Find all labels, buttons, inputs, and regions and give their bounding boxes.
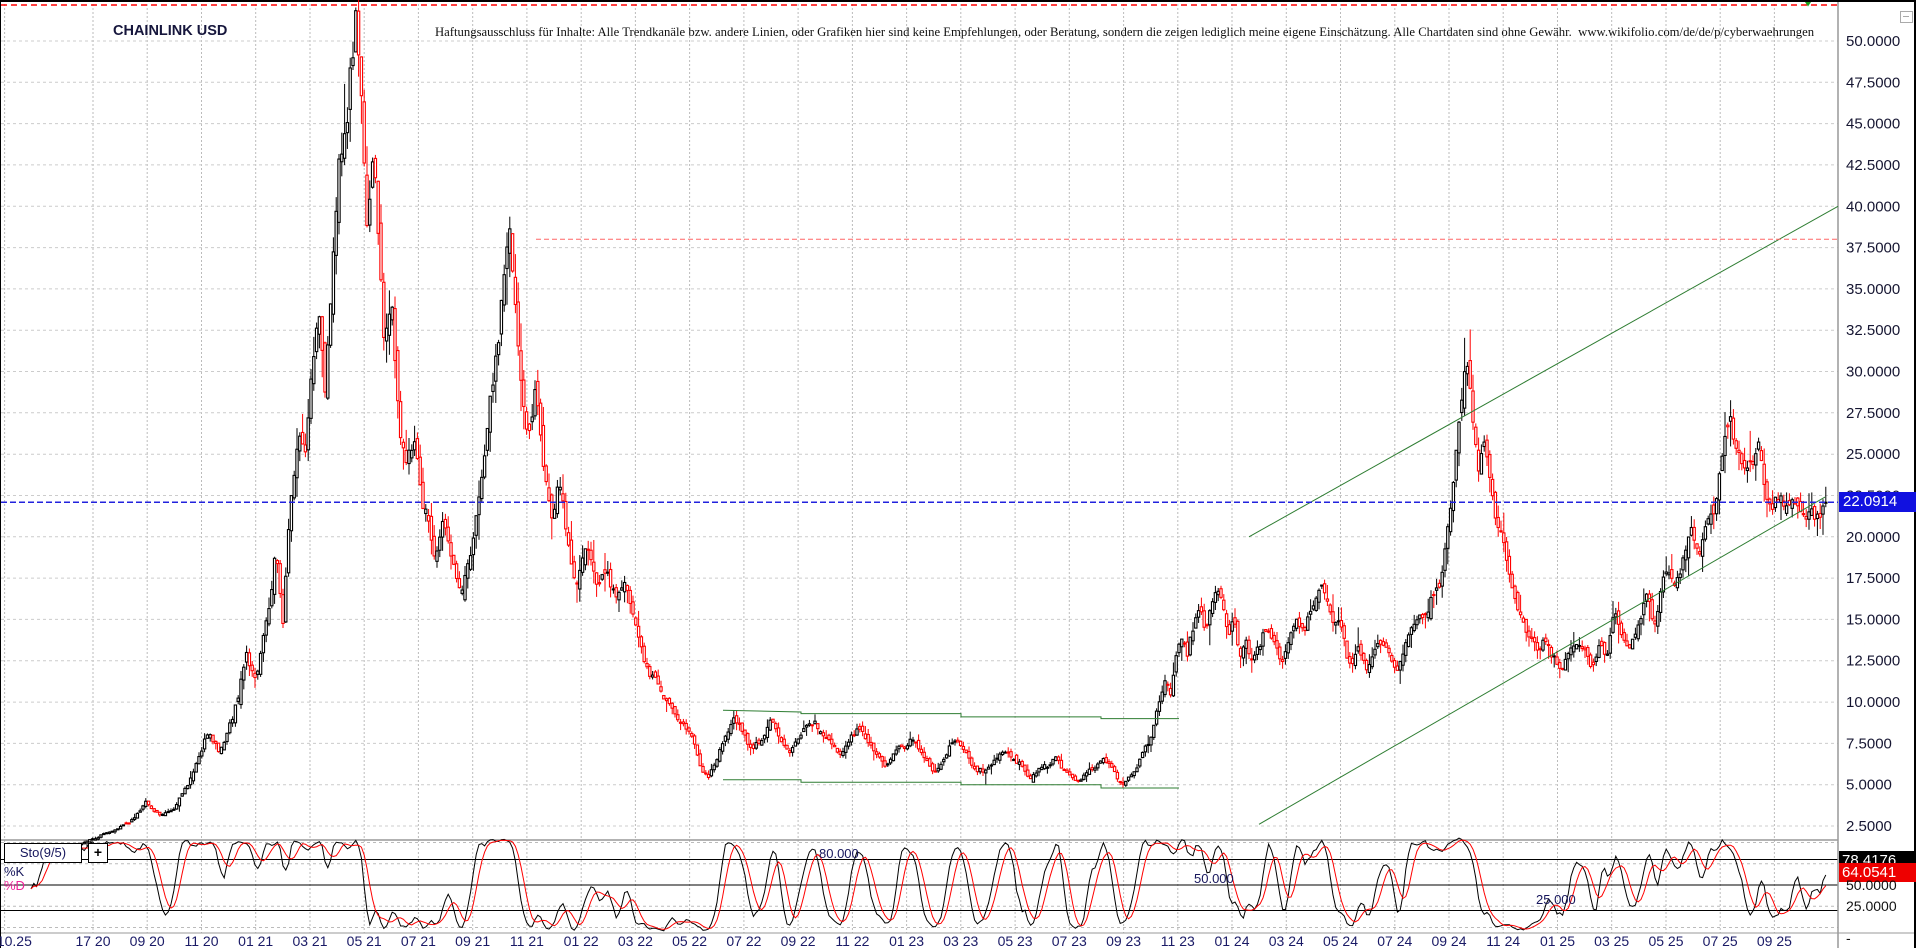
svg-text:17.5000: 17.5000 [1846, 570, 1900, 587]
svg-text:2.5000: 2.5000 [1846, 818, 1892, 835]
svg-text:47.5000: 47.5000 [1846, 74, 1900, 91]
svg-text:25.0000: 25.0000 [1846, 446, 1900, 463]
svg-text:50.0000: 50.0000 [1846, 33, 1900, 50]
svg-text:40.0000: 40.0000 [1846, 198, 1900, 215]
svg-text:32.5000: 32.5000 [1846, 322, 1900, 339]
svg-text:45.0000: 45.0000 [1846, 116, 1900, 133]
svg-text:27.5000: 27.5000 [1846, 405, 1900, 422]
svg-text:35.0000: 35.0000 [1846, 281, 1900, 298]
svg-text:5.0000: 5.0000 [1846, 777, 1892, 794]
svg-text:42.5000: 42.5000 [1846, 157, 1900, 174]
svg-text:37.5000: 37.5000 [1846, 240, 1900, 257]
svg-text:10.0000: 10.0000 [1846, 694, 1900, 711]
svg-text:20.0000: 20.0000 [1846, 529, 1900, 546]
svg-text:12.5000: 12.5000 [1846, 653, 1900, 670]
svg-text:7.5000: 7.5000 [1846, 735, 1892, 752]
svg-text:15.0000: 15.0000 [1846, 611, 1900, 628]
svg-text:30.0000: 30.0000 [1846, 364, 1900, 381]
